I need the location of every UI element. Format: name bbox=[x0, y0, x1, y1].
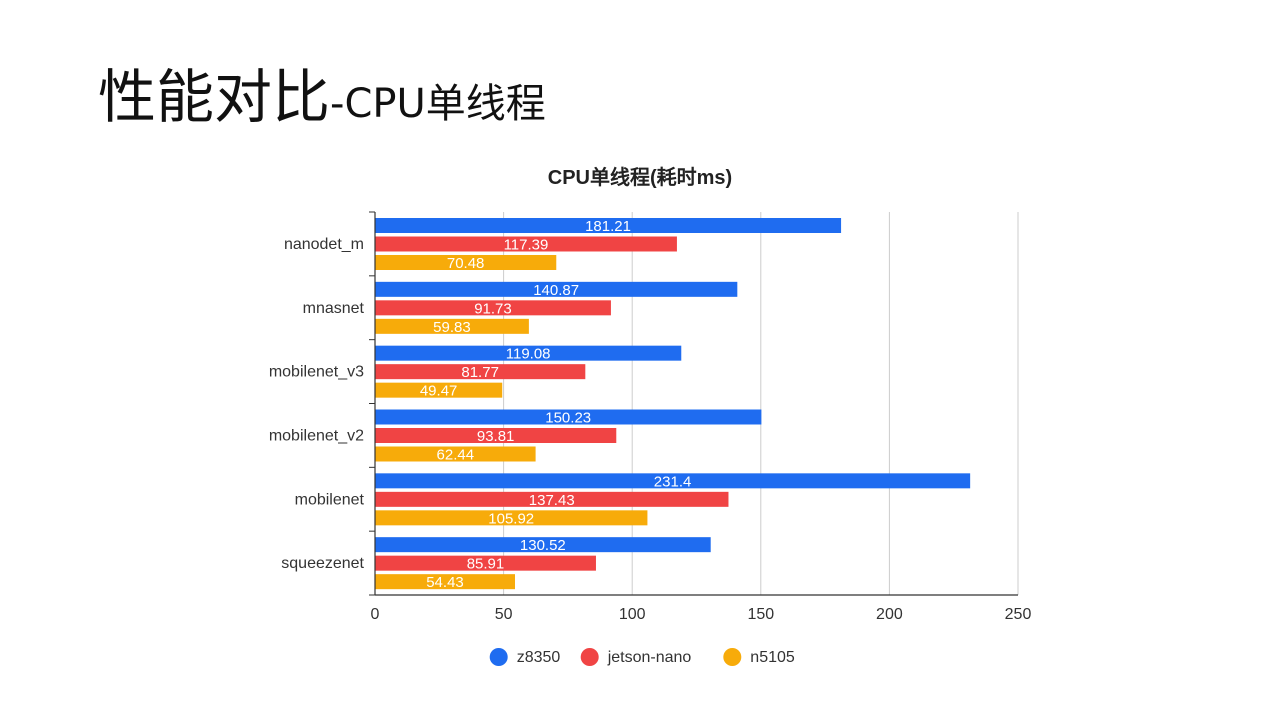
bar-z8350 bbox=[375, 281, 738, 297]
x-tick-label: 0 bbox=[371, 606, 380, 623]
data-label: 62.44 bbox=[437, 447, 475, 464]
x-tick-label: 50 bbox=[495, 606, 513, 623]
data-label: 181.21 bbox=[585, 218, 631, 235]
category-label: mobilenet_v2 bbox=[269, 427, 364, 444]
data-label: 85.91 bbox=[467, 556, 505, 573]
bar-n5105 bbox=[375, 318, 529, 334]
legend-label: n5105 bbox=[750, 649, 795, 666]
bar-jetson-nano bbox=[375, 555, 596, 571]
data-label: 59.83 bbox=[433, 319, 471, 336]
bar-n5105 bbox=[375, 255, 557, 270]
data-label: 91.73 bbox=[474, 300, 512, 317]
category-label: mobilenet bbox=[295, 491, 365, 508]
category-label: nanodet_m bbox=[284, 236, 364, 253]
bar-jetson-nano bbox=[375, 491, 729, 507]
data-label: 137.43 bbox=[529, 492, 575, 509]
bar-z8350 bbox=[375, 345, 682, 361]
data-label: 231.4 bbox=[654, 473, 692, 490]
bar-n5105 bbox=[375, 382, 503, 398]
bar-n5105 bbox=[375, 446, 536, 462]
data-label: 93.81 bbox=[477, 428, 515, 445]
category-label: mobilenet_v3 bbox=[269, 364, 364, 381]
data-label: 130.52 bbox=[520, 537, 566, 554]
bar-jetson-nano bbox=[375, 300, 611, 316]
x-tick-label: 200 bbox=[876, 606, 903, 623]
data-label: 140.87 bbox=[533, 282, 579, 299]
bar-z8350 bbox=[375, 537, 711, 553]
data-label: 150.23 bbox=[545, 410, 591, 427]
bar-n5105 bbox=[375, 510, 648, 526]
legend-marker-n5105 bbox=[723, 648, 742, 666]
x-tick-label: 150 bbox=[747, 606, 774, 623]
bar-z8350 bbox=[375, 218, 842, 233]
data-label: 117.39 bbox=[504, 237, 549, 254]
chart-title: CPU单线程(耗时ms) bbox=[548, 165, 732, 189]
category-label: squeezenet bbox=[281, 555, 364, 572]
slide-title-main: 性能对比 bbox=[98, 63, 331, 131]
legend-label: z8350 bbox=[517, 649, 561, 666]
bar-z8350 bbox=[375, 473, 971, 489]
data-label: 70.48 bbox=[447, 255, 485, 272]
category-label: mnasnet bbox=[303, 300, 365, 317]
bar-jetson-nano bbox=[375, 428, 617, 443]
data-label: 81.77 bbox=[461, 364, 499, 381]
legend-label: jetson-nano bbox=[607, 649, 692, 666]
legend-marker-z8350 bbox=[489, 648, 508, 666]
bar-jetson-nano bbox=[375, 236, 677, 252]
slide-title-sub: -CPU单线程 bbox=[330, 81, 546, 127]
x-tick-label: 250 bbox=[1005, 606, 1032, 623]
legend-marker-jetson-nano bbox=[580, 648, 599, 666]
x-tick-label: 100 bbox=[619, 606, 646, 623]
data-label: 119.08 bbox=[506, 346, 551, 363]
data-label: 54.43 bbox=[426, 574, 464, 591]
data-label: 49.47 bbox=[420, 383, 458, 400]
bar-jetson-nano bbox=[375, 364, 586, 380]
bar-n5105 bbox=[375, 574, 515, 590]
bar-z8350 bbox=[375, 409, 762, 425]
slide-title: 性能对比-CPU单线程 bbox=[98, 68, 546, 126]
data-label: 105.92 bbox=[488, 510, 534, 527]
